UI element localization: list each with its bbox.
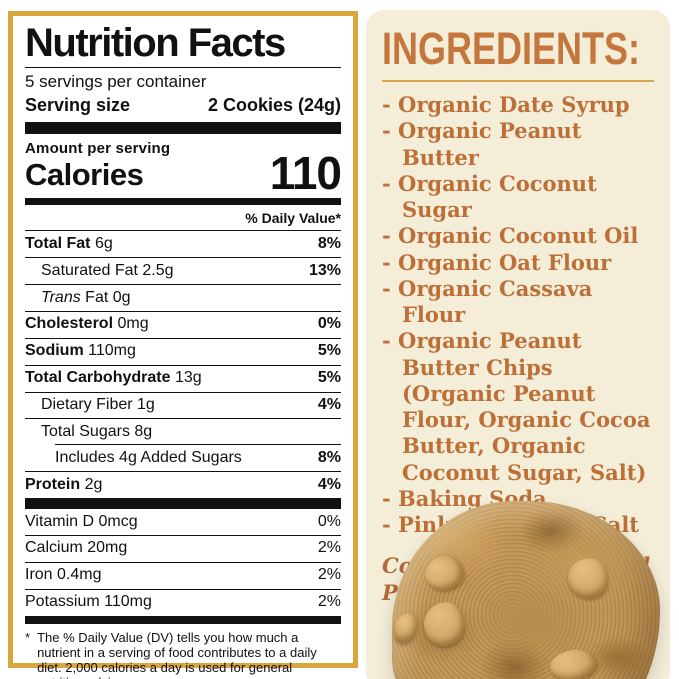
nutrition-facts-title: Nutrition Facts	[25, 21, 341, 69]
nutrient-label: Total Fat 6g	[25, 234, 113, 252]
vitamin-label: Potassium 110mg	[25, 593, 152, 611]
vitamin-daily-value: 2%	[317, 566, 341, 584]
nutrient-label: Includes 4g Added Sugars	[55, 448, 242, 466]
calories-label: Calories	[25, 157, 144, 193]
serving-size-row: Serving size 2 Cookies (24g)	[25, 92, 341, 122]
peanut-butter-chip	[564, 554, 612, 602]
peanut-butter-chip	[389, 610, 421, 646]
nutrient-row: Trans Fat 0g	[25, 284, 341, 311]
nutrient-daily-value: 13%	[308, 261, 341, 279]
ingredient-item: - Organic Peanut Butter Chips (Organic P…	[382, 328, 651, 485]
vitamin-label: Iron 0.4mg	[25, 566, 102, 584]
vitamin-daily-value: 2%	[317, 593, 341, 611]
cookie-photo	[389, 501, 660, 679]
nutrient-row: Dietary Fiber 1g 4%	[25, 391, 341, 419]
nutrient-daily-value: 0%	[317, 315, 341, 333]
amount-per-serving-label: Amount per serving	[25, 140, 171, 158]
vitamin-daily-value: 0%	[317, 512, 341, 530]
calories-row: Calories 110	[25, 147, 342, 200]
peanut-butter-chip	[548, 646, 598, 679]
nutrient-label: Trans Fat 0g	[41, 288, 131, 306]
vitamin-rows: Vitamin D 0mcg 0% Calcium 20mg 2% Iron 0.4mg…	[25, 509, 341, 616]
ingredient-list: - Organic Date Syrup - Organic Peanut But…	[382, 92, 654, 538]
vitamin-row: Iron 0.4mg 2%	[25, 561, 341, 589]
nutrient-row: Total Fat 6g 8%	[25, 231, 341, 257]
nutrient-rows: Total Fat 6g 8% Saturated Fat 2.5g 13% Trans…	[25, 231, 341, 498]
serving-size-label: Serving size	[25, 95, 131, 116]
nutrition-facts-panel: Nutrition Facts 5 servings per container…	[8, 11, 358, 679]
serving-size-value: 2 Cookies (24g)	[207, 95, 341, 116]
nutrient-label: Total Carbohydrate 13g	[25, 369, 202, 387]
ingredient-item: - Organic Date Syrup	[382, 92, 630, 117]
divider-thick	[25, 498, 341, 510]
ingredient-item: - Organic Peanut Butter	[382, 118, 582, 170]
nutrient-daily-value: 4%	[317, 396, 341, 414]
nutrient-row: Sodium 110mg 5%	[25, 337, 341, 365]
nutrient-daily-value: 4%	[317, 475, 341, 493]
vitamin-row: Calcium 20mg 2%	[25, 534, 341, 562]
divider-thick	[25, 122, 341, 135]
ingredient-item: - Organic Coconut Sugar	[382, 170, 597, 222]
vitamin-daily-value: 2%	[317, 539, 341, 557]
nutrient-daily-value: 5%	[317, 342, 341, 360]
nutrient-daily-value: 5%	[317, 369, 341, 387]
peanut-butter-chip	[421, 551, 467, 595]
nutrient-label: Dietary Fiber 1g	[41, 396, 155, 414]
divider-medium	[25, 198, 341, 206]
nutrient-daily-value: 8%	[317, 234, 341, 252]
ingredient-item: - Organic Coconut Oil	[382, 223, 639, 249]
ingredients-underline	[382, 80, 654, 82]
nutrient-label: Saturated Fat 2.5g	[41, 261, 174, 279]
footnote-text: The % Daily Value (DV) tells you how muc…	[37, 629, 317, 679]
footnote-asterisk: *	[25, 629, 31, 645]
nutrient-row: Includes 4g Added Sugars 8%	[25, 444, 341, 471]
vitamin-row: Vitamin D 0mcg 0%	[25, 509, 341, 535]
ingredients-title: INGREDIENTS:	[382, 23, 641, 74]
daily-value-footnote: * The % Daily Value (DV) tells you how m…	[25, 624, 341, 679]
nutrient-row: Cholesterol 0mg 0%	[25, 310, 341, 338]
ingredient-item: - Organic Oat Flour	[382, 249, 612, 275]
vitamin-label: Calcium 20mg	[25, 539, 128, 557]
nutrient-row: Total Carbohydrate 13g 5%	[25, 364, 341, 392]
nutrient-label: Total Sugars 8g	[41, 422, 153, 440]
nutrient-daily-value: 8%	[317, 448, 341, 466]
nutrient-row: Protein 2g 4%	[25, 471, 341, 498]
peanut-butter-chip	[421, 600, 467, 648]
nutrient-label: Protein 2g	[25, 475, 103, 493]
daily-value-header: % Daily Value*	[25, 205, 341, 232]
nutrient-label: Cholesterol 0mg	[25, 315, 149, 333]
vitamin-row: Potassium 110mg 2%	[25, 588, 341, 616]
calories-value: 110	[269, 147, 342, 200]
servings-per-container: 5 servings per container	[25, 72, 207, 92]
divider-medium	[25, 615, 341, 624]
nutrient-label: Sodium 110mg	[25, 342, 136, 360]
vitamin-label: Vitamin D 0mcg	[25, 512, 138, 530]
ingredient-item: - Organic Cassava Flour	[382, 275, 593, 327]
nutrient-row: Saturated Fat 2.5g 13%	[25, 257, 341, 284]
nutrient-row: Total Sugars 8g	[25, 418, 341, 445]
